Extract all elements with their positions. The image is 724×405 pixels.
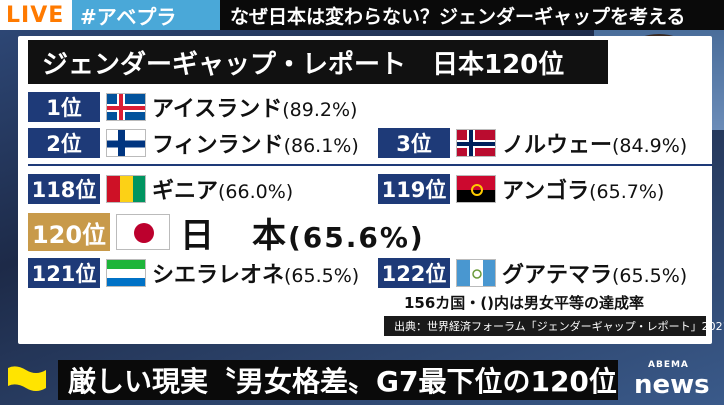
guatemala-flag-icon — [456, 259, 496, 287]
rank-badge: 122位 — [378, 258, 450, 288]
caption-bar: 厳しい現実〝男女格差〟G7最下位の120位 — [0, 354, 724, 405]
source-note: 出典：世界経済フォーラム「ジェンダーギャップ・レポート」2021年版 — [384, 316, 724, 336]
logo-small-text: ABEMA — [648, 360, 689, 370]
japan-flag-icon — [116, 214, 170, 250]
country-name: シエラレオネ(65.5%) — [152, 263, 360, 288]
live-badge: LIVE — [0, 0, 72, 30]
abema-news-logo: ABEMA news — [630, 358, 720, 402]
rank-badge: 119位 — [378, 174, 450, 204]
rank-badge: 118位 — [28, 174, 100, 204]
topic-title: なぜ日本は変わらない？ジェンダーギャップを考える — [220, 0, 724, 30]
ranking-row-118: 118位 ギニア(66.0%) — [28, 172, 293, 206]
country-name: グアテマラ(65.5%) — [502, 263, 688, 288]
logo-big-text: news — [634, 370, 710, 400]
finland-flag-icon — [106, 129, 146, 157]
ranking-row-3: 3位 ノルウェー(84.9%) — [378, 126, 687, 160]
ranking-row-2: 2位 フィンランド(86.1%) — [28, 126, 359, 160]
rank-badge: 3位 — [378, 128, 450, 158]
rank-badge-japan: 120位 — [28, 213, 110, 251]
ranking-row-120: 120位 日 本(65.6%) — [28, 210, 425, 256]
top-bar: LIVE #アベプラ なぜ日本は変わらない？ジェンダーギャップを考える — [0, 0, 724, 30]
country-name: アイスランド(89.2%) — [152, 97, 358, 122]
ranking-row-119: 119位 アンゴラ(65.7%) — [378, 172, 664, 206]
country-name: フィンランド(86.1%) — [152, 133, 359, 158]
guinea-flag-icon — [106, 175, 146, 203]
country-name: アンゴラ(65.7%) — [502, 179, 665, 204]
note-count: 156カ国・()内は男女平等の達成率 — [404, 294, 645, 312]
ranking-panel: ジェンダーギャップ・レポート 日本120位 1位 アイスランド(89.2%) 2… — [18, 36, 724, 344]
country-name: ギニア(66.0%) — [152, 179, 294, 204]
panel-title: ジェンダーギャップ・レポート 日本120位 — [28, 40, 608, 84]
iceland-flag-icon — [106, 93, 146, 121]
ranking-row-121: 121位 シエラレオネ(65.5%) — [28, 256, 359, 290]
rank-badge: 1位 — [28, 92, 100, 122]
caption-text: 厳しい現実〝男女格差〟G7最下位の120位 — [58, 360, 618, 400]
ranking-row-122: 122位 グアテマラ(65.5%) — [378, 256, 687, 290]
country-name-japan: 日 本(65.6%) — [180, 215, 425, 256]
rank-badge: 121位 — [28, 258, 100, 288]
ranking-row-1: 1位 アイスランド(89.2%) — [28, 90, 357, 124]
sierra-leone-flag-icon — [106, 259, 146, 287]
rank-badge: 2位 — [28, 128, 100, 158]
country-name: ノルウェー(84.9%) — [502, 133, 688, 158]
divider — [28, 164, 712, 166]
hashtag-label: #アベプラ — [72, 0, 220, 30]
norway-flag-icon — [456, 129, 496, 157]
flag-icon — [6, 364, 48, 394]
angola-flag-icon — [456, 175, 496, 203]
